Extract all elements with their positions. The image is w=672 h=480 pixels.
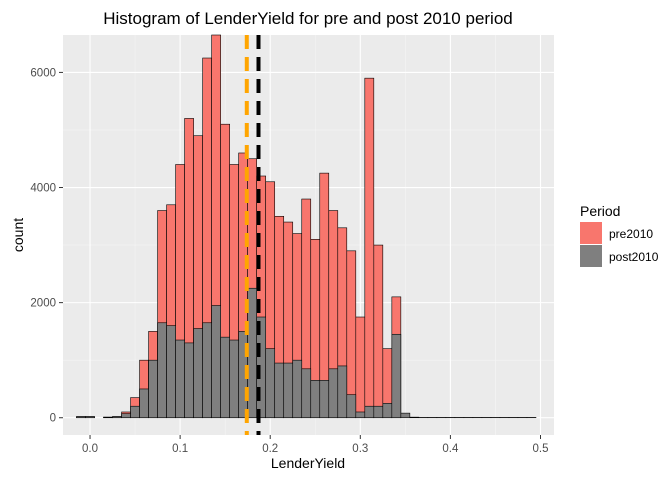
bar-post2010: [310, 380, 321, 419]
bar-post2010: [283, 362, 294, 419]
x-tick-label: 0.4: [442, 443, 459, 455]
legend-key-pre2010: [580, 222, 602, 244]
bar-post2010: [103, 416, 113, 419]
bar-post2010: [211, 305, 221, 419]
bar-post2010: [373, 405, 384, 419]
bar-pre2010: [355, 316, 366, 419]
bar-post2010: [112, 416, 122, 419]
y-tick-label: 0: [50, 413, 56, 425]
bar-post2010: [337, 365, 348, 419]
x-tick-label: 0.0: [82, 443, 98, 455]
bar-post2010: [382, 403, 393, 419]
y-tick-label: 4000: [30, 183, 56, 195]
bar-pre2010: [364, 77, 375, 419]
bar-post2010: [130, 405, 140, 419]
bar-post2010: [355, 411, 366, 419]
bar-post2010: [400, 412, 411, 419]
bar-post2010: [139, 388, 149, 419]
x-tick-label: 0.1: [172, 443, 188, 455]
bar-post2010: [265, 348, 276, 419]
bars-post2010: [76, 287, 537, 419]
bar-post2010: [157, 322, 167, 419]
legend-label-pre2010: pre2010: [609, 227, 653, 241]
y-tick-label: 6000: [30, 67, 56, 79]
x-tick-label: 0.3: [352, 443, 368, 455]
bar-post2010: [85, 416, 95, 419]
bar-pre2010: [346, 250, 357, 419]
bar-post2010: [148, 359, 158, 419]
bars-pre2010: [76, 34, 402, 419]
bar-post2010: [301, 368, 312, 419]
chart-title: Histogram of LenderYield for pre and pos…: [103, 9, 513, 28]
reference-lines: [244, 35, 261, 435]
legend-label-post2010: post2010: [609, 250, 659, 264]
bar-post2010: [76, 416, 86, 419]
bar-post2010: [202, 322, 212, 419]
x-axis-ticks: 0.0 0.1 0.2 0.3 0.4 0.5: [82, 435, 548, 455]
bar-post2010: [328, 368, 339, 419]
legend-key-post2010: [580, 245, 602, 267]
bar-post2010: [409, 416, 420, 419]
bar-post2010: [346, 394, 357, 419]
bar-post2010: [121, 413, 131, 419]
y-axis-ticks: 0 2000 4000 6000: [30, 67, 63, 425]
legend: Period pre2010 post2010: [580, 203, 659, 267]
bar-post2010: [193, 328, 203, 419]
bar-pre2010: [373, 244, 384, 419]
bar-post2010: [319, 380, 330, 419]
y-axis-title: count: [10, 218, 26, 252]
x-tick-label: 0.5: [532, 443, 548, 455]
bar-post2010: [292, 359, 303, 419]
bar-post2010: [184, 342, 194, 419]
bar-post2010: [364, 405, 375, 419]
x-tick-label: 0.2: [262, 443, 278, 455]
x-axis-title: LenderYield: [271, 455, 345, 471]
bar-post2010: [247, 287, 257, 419]
bar-post2010: [391, 333, 402, 419]
bar-post2010: [229, 339, 239, 419]
bar-post2010: [166, 325, 176, 419]
bar-post2010: [220, 336, 230, 419]
y-tick-label: 2000: [30, 298, 56, 310]
legend-title: Period: [580, 203, 620, 219]
bar-post2010: [274, 362, 285, 419]
bar-post2010: [175, 339, 185, 419]
